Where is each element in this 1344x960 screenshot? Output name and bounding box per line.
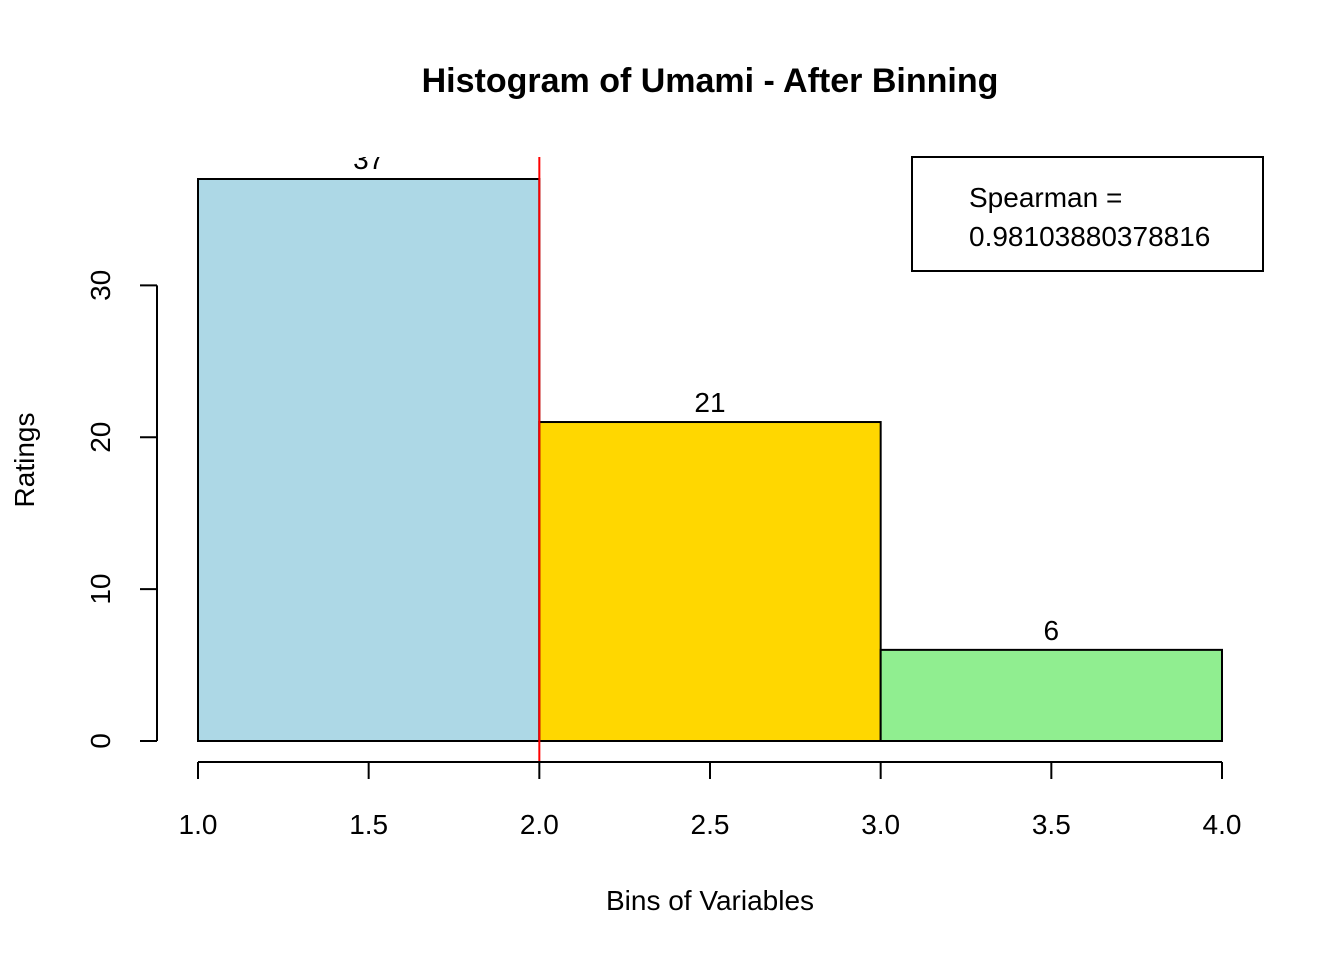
x-axis-label: Bins of Variables [606, 885, 814, 916]
x-axis: 1.0 1.5 2.0 2.5 3.0 3.5 4.0 [179, 761, 1242, 840]
bar-value-label: 6 [1044, 615, 1060, 646]
bar-1 [197, 178, 541, 742]
y-axis: 0 10 20 30 [85, 270, 158, 749]
bar-value-label: 21 [694, 387, 725, 418]
chart-title: Histogram of Umami - After Binning [422, 62, 999, 100]
bar-2 [538, 421, 882, 742]
y-tick-label: 10 [85, 574, 116, 605]
legend-box [911, 156, 1264, 272]
y-axis-label: Ratings [9, 413, 40, 508]
x-tick-label: 2.0 [520, 809, 559, 840]
x-tick-label: 4.0 [1203, 809, 1242, 840]
legend-line-2: 0.98103880378816 [969, 221, 1210, 252]
x-tick-label: 3.0 [861, 809, 900, 840]
y-tick-label: 20 [85, 422, 116, 453]
legend: Spearman = 0.98103880378816 [911, 156, 1264, 272]
x-tick-label: 1.0 [179, 809, 218, 840]
x-tick-label: 2.5 [691, 809, 730, 840]
x-tick-label: 1.5 [349, 809, 388, 840]
bar-labels-group: 37 21 6 [353, 144, 1060, 646]
y-tick-label: 0 [85, 733, 116, 749]
bar-value-label: 37 [353, 144, 384, 175]
bar-3 [879, 648, 1224, 742]
legend-line-1: Spearman = [969, 182, 1122, 213]
x-tick-label: 3.5 [1032, 809, 1071, 840]
bars-group [197, 178, 1224, 742]
y-tick-label: 30 [85, 270, 116, 301]
